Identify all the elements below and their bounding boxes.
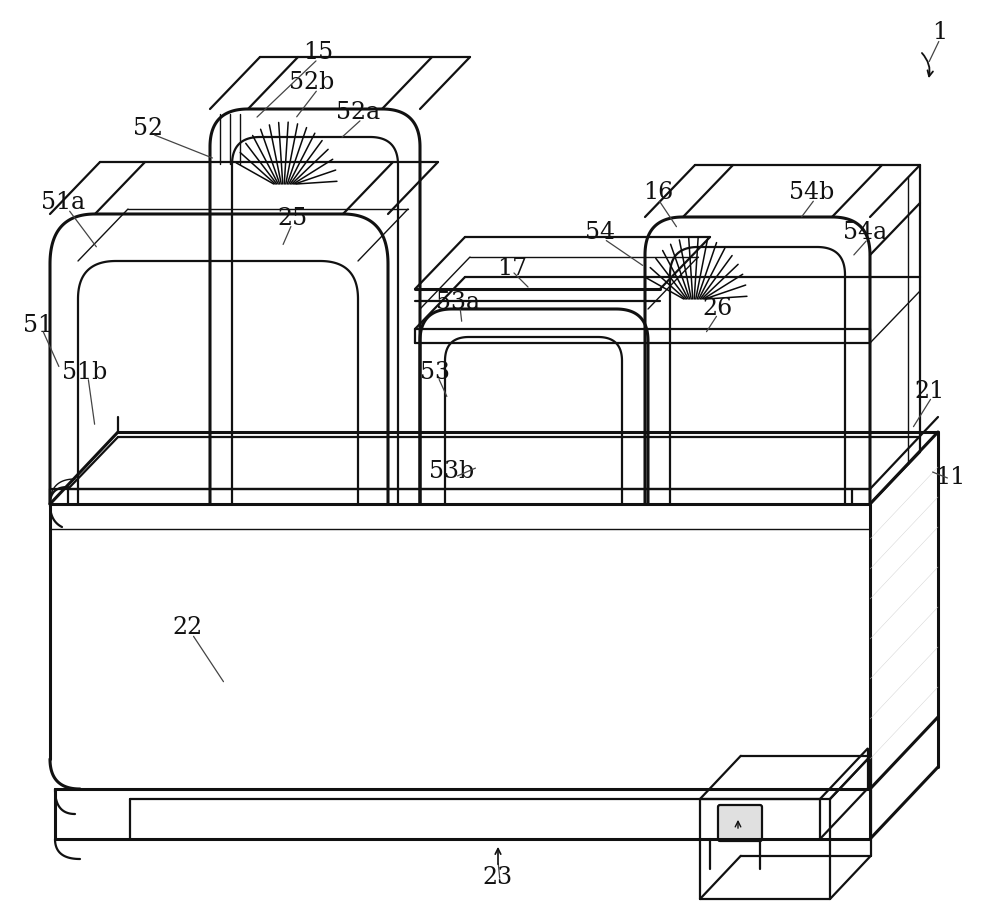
Text: 52b: 52b (289, 71, 335, 94)
Text: 51: 51 (23, 313, 53, 336)
Text: 52: 52 (133, 117, 163, 140)
Text: 16: 16 (643, 180, 673, 203)
Text: 26: 26 (703, 296, 733, 319)
FancyBboxPatch shape (718, 805, 762, 841)
Text: 53b: 53b (429, 460, 475, 483)
Text: 1: 1 (932, 20, 948, 43)
Text: 51a: 51a (41, 190, 85, 213)
Text: 11: 11 (935, 466, 965, 489)
Text: 54: 54 (585, 221, 615, 244)
Text: 54a: 54a (843, 221, 887, 244)
Text: 51b: 51b (62, 360, 108, 383)
Text: 17: 17 (497, 256, 527, 279)
Text: 22: 22 (173, 616, 203, 639)
Text: 25: 25 (277, 206, 307, 229)
Text: 21: 21 (915, 380, 945, 403)
Text: 53a: 53a (436, 290, 480, 313)
Text: 54b: 54b (789, 180, 835, 203)
Text: 52a: 52a (336, 100, 380, 123)
Text: 15: 15 (303, 40, 333, 63)
Text: 53: 53 (420, 360, 450, 383)
Text: 23: 23 (483, 866, 513, 889)
